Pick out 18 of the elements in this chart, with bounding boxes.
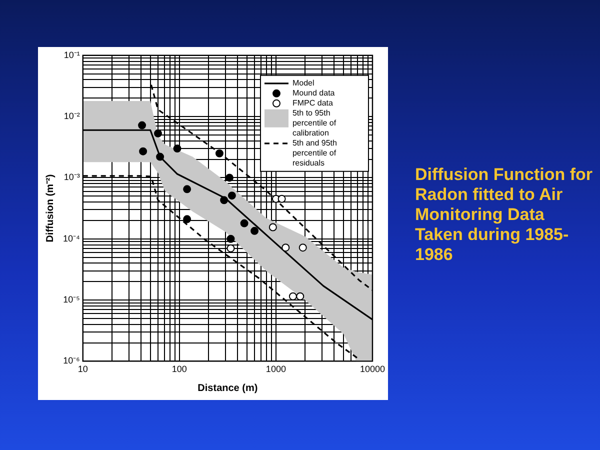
y-tick-label: 10⁻⁴	[62, 233, 80, 244]
x-tick-label: 10000	[360, 364, 385, 374]
x-tick-label: 100	[172, 364, 187, 374]
legend-label: 5th and 95th percentile of residuals	[292, 138, 337, 168]
x-tick-label: 1000	[266, 364, 286, 374]
legend-label: Model	[292, 78, 314, 88]
y-tick-label: 10⁻¹	[64, 50, 80, 60]
y-tick-label: 10⁻⁵	[63, 294, 80, 305]
legend-label: FMPC data	[292, 98, 334, 108]
x-axis-title: Distance (m)	[198, 382, 258, 394]
legend-label: Mound data	[292, 88, 336, 98]
text: Diffusion Function for Radon fitted to Air Monitoring Data Taken during 1985-1986	[415, 165, 594, 265]
y-tick-label: 10⁻²	[64, 111, 80, 122]
legend-label: 5th to 95th percentile of calibration	[292, 108, 337, 138]
y-axis-title: Diffusion (m⁻²)	[44, 174, 56, 242]
y-tick-label: 10⁻³	[64, 172, 80, 182]
x-tick-label: 10	[78, 364, 88, 374]
y-tick-label: 10⁻⁶	[63, 356, 80, 366]
